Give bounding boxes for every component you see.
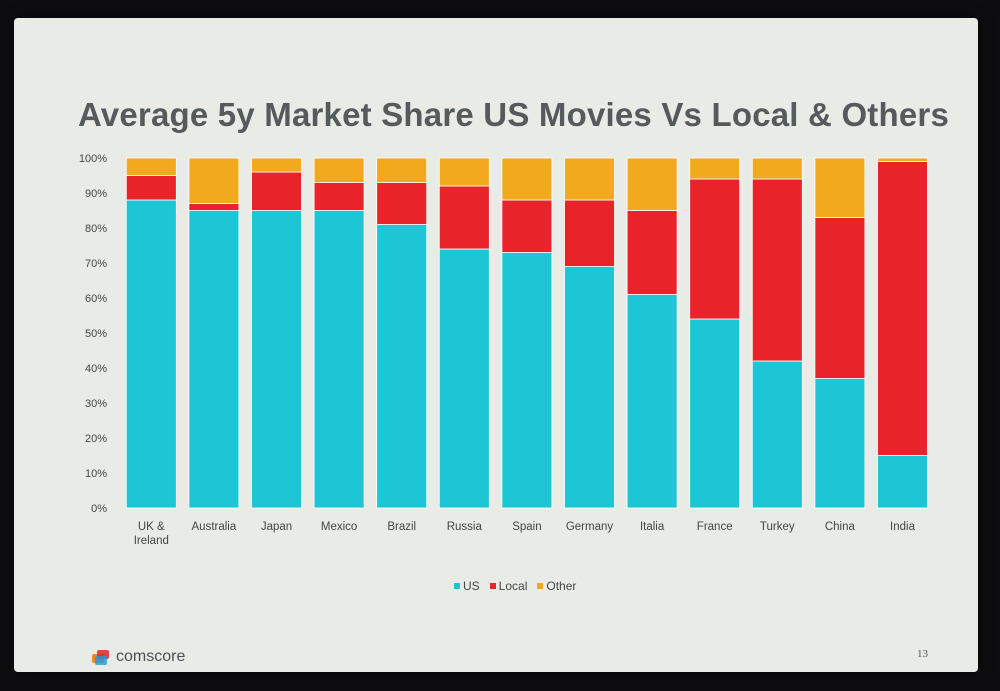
bar-segment-other <box>564 157 615 201</box>
y-tick-label: 60% <box>85 293 107 305</box>
bar-segment-other <box>626 157 678 211</box>
legend-swatch-other <box>537 583 544 589</box>
x-tick-label: France <box>697 521 733 533</box>
bar-segment-local <box>751 178 803 362</box>
y-tick-label: 20% <box>85 433 107 445</box>
bar-segment-local <box>501 199 553 253</box>
x-tick-label: UK & Ireland <box>134 521 169 547</box>
x-tick-label: Australia <box>192 521 237 533</box>
bar-segment-local <box>438 185 490 250</box>
bar-segment-other <box>376 157 428 183</box>
bar-segment-us <box>501 252 553 509</box>
legend-item-other: Other <box>537 579 576 593</box>
bar-segment-us <box>751 360 803 509</box>
bar-segment-other <box>251 157 302 173</box>
bar-segment-other <box>313 157 365 183</box>
bar-segment-local <box>376 182 428 225</box>
x-tick-label: Russia <box>447 521 483 533</box>
legend-swatch-us <box>454 583 460 589</box>
page-number: 13 <box>917 648 928 660</box>
logo-text: comscore <box>116 648 186 665</box>
bar-segment-us <box>125 199 177 509</box>
x-tick-label: Turkey <box>760 521 795 533</box>
bar-segment-us <box>689 318 741 509</box>
legend-item-local: Local <box>489 579 528 593</box>
legend-swatch-local <box>489 583 496 589</box>
bar-segment-other <box>438 157 490 187</box>
bar-segment-other <box>751 157 803 180</box>
bar-segment-local <box>814 217 866 379</box>
bar-segment-other <box>877 157 928 162</box>
y-tick-label: 80% <box>85 223 107 235</box>
bar-segment-local <box>626 210 678 295</box>
bar-segment-us <box>626 294 678 509</box>
legend-label-us: US <box>463 579 480 593</box>
bar-segment-us <box>188 210 240 509</box>
x-tick-label: Germany <box>566 521 614 533</box>
legend-label-other: Other <box>546 579 577 593</box>
stacked-bar-chart: 0% 10% 20% 30% 40% 50% 60% 70% 80% 90% 100% UK & Ire… <box>79 153 928 547</box>
bar-segment-local <box>313 182 365 211</box>
x-tick-label: Brazil <box>387 521 416 533</box>
y-tick-label: 50% <box>85 328 107 340</box>
x-tick-label: Mexico <box>321 521 357 533</box>
x-tick-label: China <box>825 521 856 533</box>
bar-segment-other <box>814 157 866 218</box>
bar-segment-other <box>501 157 553 201</box>
comscore-logo-icon <box>92 649 110 665</box>
y-tick-label: 100% <box>79 153 107 165</box>
bar-segment-us <box>376 224 428 509</box>
bar-segment-other <box>125 157 177 176</box>
bar-segment-local <box>125 175 177 201</box>
bar-segment-us <box>313 210 365 509</box>
y-tick-label: 0% <box>91 503 107 515</box>
bar-segment-other <box>689 157 741 180</box>
bar-segment-local <box>877 161 928 456</box>
bar-segment-local <box>251 171 302 211</box>
x-tick-label: Japan <box>261 521 292 533</box>
bar-segment-local <box>188 203 240 211</box>
chart-title: Average 5y Market Share US Movies Vs Loc… <box>78 96 950 133</box>
legend-label-local: Local <box>498 579 528 593</box>
bar-segment-us <box>564 266 615 509</box>
y-tick-label: 40% <box>85 363 107 375</box>
y-tick-label: 90% <box>85 188 107 200</box>
y-tick-label: 30% <box>85 398 107 410</box>
bar-segment-us <box>438 248 490 509</box>
bar-segment-other <box>188 157 240 204</box>
bar-segment-us <box>251 210 302 509</box>
legend-item-us: US <box>454 579 480 593</box>
bar-segment-us <box>814 378 866 509</box>
comscore-logo: comscore <box>92 648 185 666</box>
y-tick-label: 70% <box>85 258 107 270</box>
chart-legend: US Local Other <box>454 579 576 593</box>
y-tick-label: 10% <box>85 468 107 480</box>
bar-segment-local <box>689 178 741 320</box>
bar-segment-us <box>877 455 928 509</box>
x-tick-label: Spain <box>512 521 541 533</box>
x-tick-label: India <box>890 521 916 533</box>
slide: Average 5y Market Share US Movies Vs Loc… <box>14 18 978 672</box>
x-tick-label: Italia <box>640 521 665 533</box>
bar-segment-local <box>564 199 615 267</box>
